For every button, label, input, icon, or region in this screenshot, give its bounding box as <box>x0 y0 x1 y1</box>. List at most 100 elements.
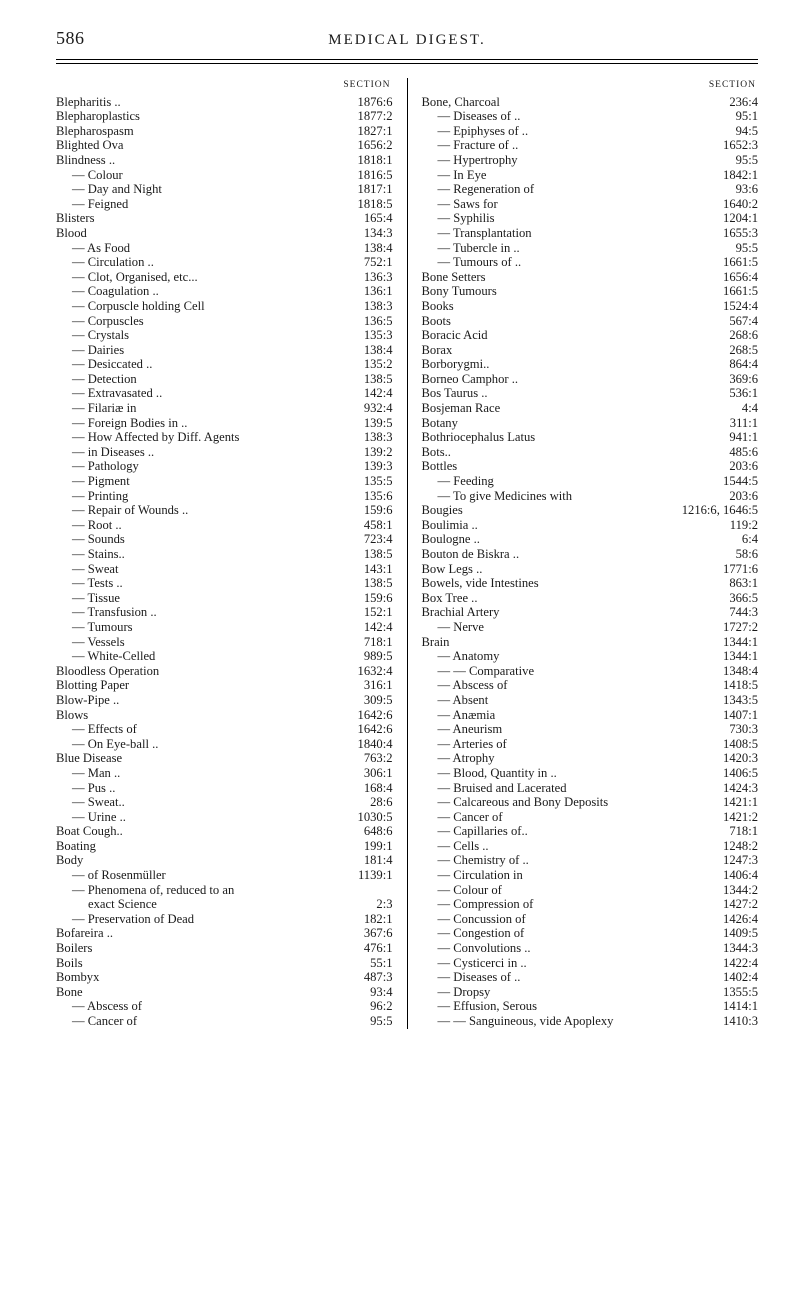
index-entry: — Cysticerci in ..1422:4 <box>422 956 759 971</box>
entry-label: — — Sanguineous, vide Apoplexy <box>438 1014 614 1029</box>
index-entry: — Convolutions ..1344:3 <box>422 941 759 956</box>
index-entry: — Sounds723:4 <box>56 532 393 547</box>
entry-number: 1418:5 <box>717 678 758 693</box>
entry-number: 367:6 <box>358 926 393 941</box>
entry-label: Bone Setters <box>422 270 486 285</box>
index-entry: — Fracture of ..1652:3 <box>422 138 759 153</box>
entry-number: 138:5 <box>358 547 393 562</box>
entry-label: — Urine .. <box>72 810 126 825</box>
entry-label: — Sweat.. <box>72 795 125 810</box>
entry-label: — — Comparative <box>438 664 535 679</box>
index-entry: — Cancer of1421:2 <box>422 810 759 825</box>
entry-label: — Absent <box>438 693 489 708</box>
entry-number: 1139:1 <box>352 868 393 883</box>
entry-label: Bow Legs .. <box>422 562 483 577</box>
entry-label: — Epiphyses of .. <box>438 124 529 139</box>
entry-number: 135:6 <box>358 489 393 504</box>
entry-number: 142:4 <box>358 386 393 401</box>
index-entry: — Anæmia1407:1 <box>422 708 759 723</box>
entry-label: — Effects of <box>72 722 137 737</box>
entry-label: Brain <box>422 635 450 650</box>
index-entry: — Coagulation ..136:1 <box>56 284 393 299</box>
entry-label: — Vessels <box>72 635 125 650</box>
index-entry: — Atrophy1420:3 <box>422 751 759 766</box>
index-entry: Brain1344:1 <box>422 635 759 650</box>
entry-number: 138:4 <box>358 343 393 358</box>
index-entry: Borax268:5 <box>422 343 759 358</box>
entry-number: 138:4 <box>358 241 393 256</box>
index-entry: Blindness ..1818:1 <box>56 153 393 168</box>
entry-label: — Cancer of <box>72 1014 137 1029</box>
entry-number: 159:6 <box>358 503 393 518</box>
entry-number: 119:2 <box>724 518 758 533</box>
entry-number: 165:4 <box>358 211 393 226</box>
entry-number: 1661:5 <box>717 255 758 270</box>
entry-number: 4:4 <box>736 401 758 416</box>
entry-number: 136:1 <box>358 284 393 299</box>
index-entry: Bots..485:6 <box>422 445 759 460</box>
entry-label: — Pus .. <box>72 781 115 796</box>
entry-label: Blighted Ova <box>56 138 124 153</box>
index-entry: — As Food138:4 <box>56 241 393 256</box>
index-entry: Boulimia ..119:2 <box>422 518 759 533</box>
entry-number: 723:4 <box>358 532 393 547</box>
index-entry: Borneo Camphor .. 369:6 <box>422 372 759 387</box>
entry-label: — Root .. <box>72 518 122 533</box>
index-entry: — Extravasated ..142:4 <box>56 386 393 401</box>
index-entry: — Pigment135:5 <box>56 474 393 489</box>
entry-label: — Tumours of .. <box>438 255 522 270</box>
entry-number: 1421:1 <box>717 795 758 810</box>
entry-number: 1408:5 <box>717 737 758 752</box>
index-entry: Bougies1216:6, 1646:5 <box>422 503 759 518</box>
entry-number: 1409:5 <box>717 926 758 941</box>
column-left-body: Blepharitis ..1876:6Blepharoplastics1877… <box>56 95 393 1029</box>
entry-number: 1216:6, 1646:5 <box>676 503 758 518</box>
rule-bottom <box>56 63 758 64</box>
entry-label: — Repair of Wounds .. <box>72 503 188 518</box>
index-entry: — Clot, Organised, etc...136:3 <box>56 270 393 285</box>
index-entry: Bofareira ..367:6 <box>56 926 393 941</box>
index-entry: — How Affected by Diff. Agents138:3 <box>56 430 393 445</box>
entry-number: 95:1 <box>730 109 758 124</box>
entry-label: — Arteries of <box>438 737 507 752</box>
entry-label: Bottles <box>422 459 458 474</box>
index-entry: — Desiccated ..135:2 <box>56 357 393 372</box>
entry-label: — Crystals <box>72 328 129 343</box>
entry-label: — Concussion of <box>438 912 526 927</box>
entry-number: 536:1 <box>723 386 758 401</box>
entry-number: 1727:2 <box>717 620 758 635</box>
entry-number: 1344:2 <box>717 883 758 898</box>
entry-label: Blindness .. <box>56 153 115 168</box>
entry-number: 752:1 <box>358 255 393 270</box>
header-title: MEDICAL DIGEST. <box>136 32 758 49</box>
entry-number: 1652:3 <box>717 138 758 153</box>
entry-label: — Detection <box>72 372 137 387</box>
entry-number: 181:4 <box>358 853 393 868</box>
entry-label: — Effusion, Serous <box>438 999 537 1014</box>
entry-label: — Feigned <box>72 197 128 212</box>
entry-label: Blood <box>56 226 87 241</box>
index-entry: Blepharospasm1827:1 <box>56 124 393 139</box>
entry-number: 1402:4 <box>717 970 758 985</box>
index-entry: — Transplantation1655:3 <box>422 226 759 241</box>
entry-number: 1422:4 <box>717 956 758 971</box>
index-entry: — Capillaries of..718:1 <box>422 824 759 839</box>
entry-number: 1544:5 <box>717 474 758 489</box>
entry-number: 1248:2 <box>717 839 758 854</box>
index-entry: Body181:4 <box>56 853 393 868</box>
index-entry: — Cells ..1248:2 <box>422 839 759 854</box>
entry-number: 1414:1 <box>717 999 758 1014</box>
entry-number: 1640:2 <box>717 197 758 212</box>
entry-label: Borneo Camphor .. <box>422 372 519 387</box>
entry-number: 369:6 <box>723 372 758 387</box>
entry-number: 1642:6 <box>352 708 393 723</box>
rule-top <box>56 59 758 60</box>
index-entry: — Pathology139:3 <box>56 459 393 474</box>
entry-label: Bowels, vide Intestines <box>422 576 539 591</box>
index-entry: — Tubercle in ..95:5 <box>422 241 759 256</box>
index-entry: — Tumours of .. 1661:5 <box>422 255 759 270</box>
entry-number: 96:2 <box>364 999 392 1014</box>
entry-number: 476:1 <box>358 941 393 956</box>
index-entry: Bone93:4 <box>56 985 393 1000</box>
entry-label: Bouton de Biskra .. <box>422 547 520 562</box>
